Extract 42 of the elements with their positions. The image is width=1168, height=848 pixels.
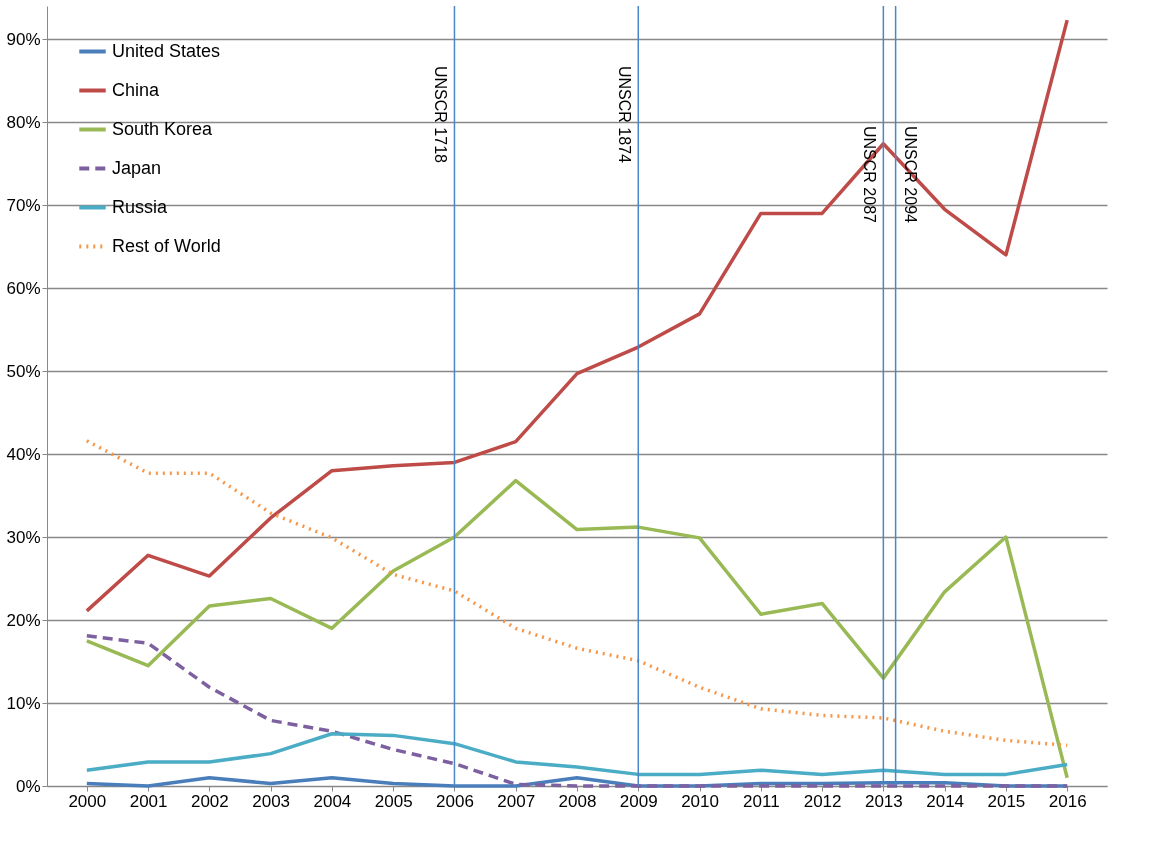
line-series (85, 731, 1069, 777)
x-tick-label: 2013 (864, 791, 903, 811)
x-tick-label: 2012 (803, 791, 842, 811)
ref-line-label: UNSCR 2087 (861, 126, 879, 224)
y-tick-label: 90% (6, 29, 41, 49)
x-tick-label: 2003 (252, 791, 291, 811)
y-tick-label: 0% (15, 776, 41, 796)
ref-line-label: UNSCR 1718 (432, 66, 450, 164)
x-tick-label: 2010 (681, 791, 719, 811)
legend-label: United States (112, 40, 221, 61)
y-tick-label: 30% (6, 527, 41, 547)
y-tick-label: 20% (6, 610, 41, 630)
line-series (85, 478, 1069, 780)
ref-line-label: UNSCR 1874 (616, 66, 634, 164)
x-tick-label: 2014 (926, 791, 965, 811)
x-tick-label: 2006 (436, 791, 474, 811)
legend-label: Japan (112, 157, 162, 178)
line-series (85, 634, 1069, 788)
line-series (85, 439, 1069, 748)
x-tick-label: 2009 (619, 791, 658, 811)
x-tick-label: 2001 (129, 791, 168, 811)
y-tick-label: 40% (6, 444, 41, 464)
x-tick-label: 2002 (190, 791, 229, 811)
y-tick-label: 60% (6, 278, 41, 298)
legend-label: Russia (112, 196, 169, 217)
x-tick-label: 2000 (68, 791, 107, 811)
line-series (85, 18, 1069, 613)
ref-line-label: UNSCR 2094 (901, 126, 919, 224)
x-tick-label: 2011 (743, 791, 780, 811)
y-tick-label: 50% (6, 361, 41, 381)
y-tick-label: 10% (6, 693, 41, 713)
x-tick-label: 2005 (374, 791, 413, 811)
legend-label: South Korea (112, 118, 214, 139)
x-tick-label: 2007 (497, 791, 536, 811)
legend-label: China (112, 79, 161, 100)
y-tick-label: 70% (6, 195, 41, 215)
x-tick-label: 2016 (1048, 791, 1087, 811)
x-tick-label: 2015 (987, 791, 1026, 811)
legend-label: Rest of World (112, 235, 221, 256)
y-tick-label: 80% (6, 112, 41, 132)
x-tick-label: 2008 (558, 791, 597, 811)
x-tick-label: 2004 (313, 791, 352, 811)
